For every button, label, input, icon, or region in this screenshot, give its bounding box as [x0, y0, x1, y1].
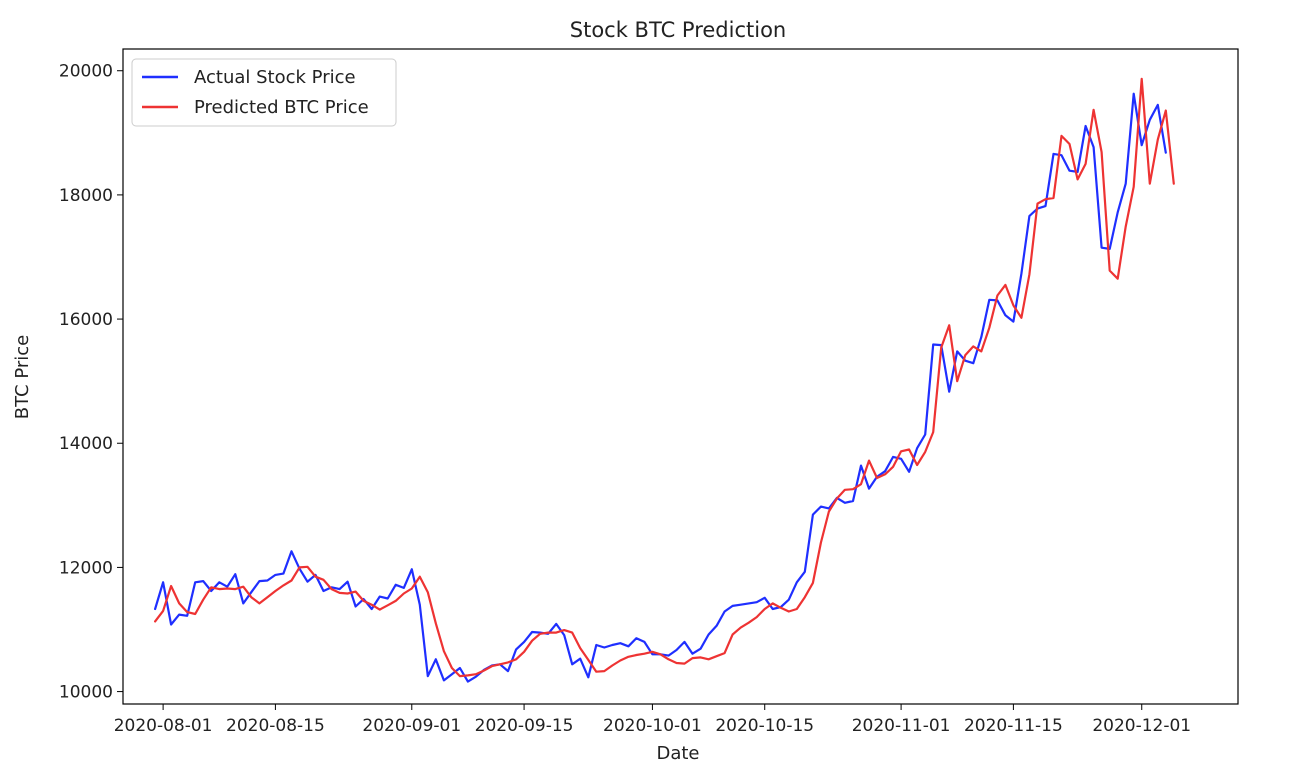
chart-title: Stock BTC Prediction — [570, 18, 786, 42]
x-tick-label: 2020-10-15 — [715, 716, 814, 736]
y-tick-label: 20000 — [59, 62, 113, 82]
y-axis-label: BTC Price — [12, 335, 33, 420]
legend-label: Actual Stock Price — [194, 67, 356, 88]
plot-frame — [122, 48, 1239, 705]
series-line-predicted — [154, 77, 1175, 678]
legend-box — [131, 58, 397, 127]
y-tick-label: 10000 — [59, 683, 113, 703]
y-tick-label: 18000 — [59, 186, 113, 206]
x-tick-label: 2020-08-01 — [114, 716, 213, 736]
x-tick-label: 2020-10-01 — [603, 716, 702, 736]
x-tick-label: 2020-08-15 — [226, 716, 325, 736]
y-tick-label: 12000 — [59, 558, 113, 578]
series-lines — [154, 77, 1175, 683]
legend: Actual Stock Price Predicted BTC Price — [131, 58, 397, 127]
y-tick-label: 16000 — [59, 310, 113, 330]
x-tick-label: 2020-11-15 — [964, 716, 1063, 736]
x-tick-label: 2020-12-01 — [1092, 716, 1191, 736]
plot-area — [122, 48, 1239, 705]
x-tick-label: 2020-09-15 — [475, 716, 574, 736]
series-line-actual — [154, 92, 1167, 683]
y-axis: 10000 12000 14000 16000 18000 20000 — [59, 62, 123, 703]
y-tick-label: 14000 — [59, 434, 113, 454]
x-tick-label: 2020-09-01 — [362, 716, 461, 736]
x-axis-label: Date — [656, 743, 699, 764]
x-axis: 2020-08-01 2020-08-15 2020-09-01 2020-09-15… — [114, 704, 1191, 736]
x-tick-label: 2020-11-01 — [852, 716, 951, 736]
legend-label: Predicted BTC Price — [194, 97, 369, 118]
